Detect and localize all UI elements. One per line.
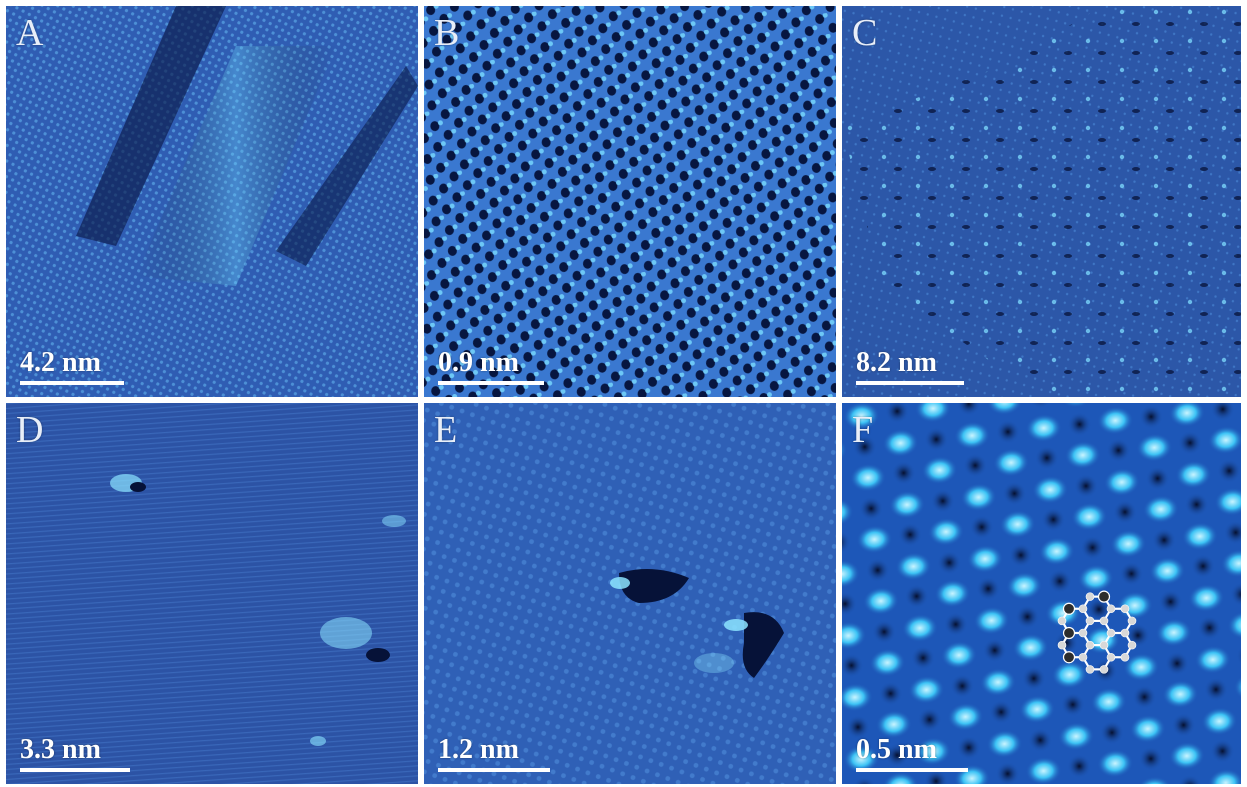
panel-e-image	[424, 403, 836, 784]
molecule-atom	[1120, 652, 1130, 662]
panel-e: E 1.2 nm	[424, 403, 836, 784]
panel-b-image	[424, 6, 836, 397]
panel-d: D 3.3 nm	[6, 403, 418, 784]
molecule-atom	[1085, 616, 1095, 626]
panel-d-scalebar: 3.3 nm	[20, 736, 130, 772]
molecule-dopant-atom	[1097, 590, 1111, 603]
panel-c: C 8.2 nm	[842, 6, 1241, 397]
panel-c-scalebar: 8.2 nm	[856, 349, 964, 385]
panel-d-image	[6, 403, 418, 784]
panel-f-label: F	[852, 409, 874, 451]
molecule-atom	[1099, 640, 1109, 650]
molecule-atom	[1099, 665, 1109, 674]
panel-c-scale-text: 8.2 nm	[856, 347, 937, 378]
molecule-atom	[1127, 640, 1137, 650]
molecule-atom	[1078, 652, 1088, 662]
panel-a-scale-line	[20, 381, 124, 385]
molecule-atom	[1057, 640, 1067, 650]
panel-d-scale-line	[20, 768, 130, 772]
panel-a: A 4.2 nm	[6, 6, 418, 397]
panel-e-label: E	[434, 409, 458, 451]
panel-e-scale-text: 1.2 nm	[438, 734, 519, 765]
panel-f-scale-text: 0.5 nm	[856, 734, 937, 765]
molecule-atom	[1057, 616, 1067, 626]
panel-e-scale-line	[438, 768, 550, 772]
panel-f-scale-line	[856, 768, 968, 772]
molecule-atom	[1078, 628, 1088, 638]
molecule-atom	[1085, 665, 1095, 674]
panel-a-image	[6, 6, 418, 397]
molecule-atom	[1120, 604, 1130, 614]
panel-d-scale-text: 3.3 nm	[20, 734, 101, 765]
panel-b-scale-line	[438, 381, 544, 385]
panel-a-scale-text: 4.2 nm	[20, 347, 101, 378]
panel-e-scalebar: 1.2 nm	[438, 736, 550, 772]
panel-f-scalebar: 0.5 nm	[856, 736, 968, 772]
dopant-molecule-model	[1057, 590, 1137, 674]
molecule-atom	[1127, 616, 1137, 626]
molecule-atom	[1106, 652, 1116, 662]
panel-b-scale-text: 0.9 nm	[438, 347, 519, 378]
molecule-dopant-atom	[1062, 651, 1076, 664]
molecule-atom	[1099, 616, 1109, 626]
panel-a-label: A	[16, 12, 44, 54]
molecule-atom	[1106, 604, 1116, 614]
molecule-atom	[1085, 592, 1095, 601]
panel-f: F 0.5 nm	[842, 403, 1241, 784]
molecule-atom	[1106, 628, 1116, 638]
molecule-atom	[1120, 628, 1130, 638]
panel-c-image	[842, 6, 1241, 397]
panel-c-label: C	[852, 12, 878, 54]
molecule-dopant-atom	[1062, 626, 1076, 640]
molecule-atom	[1078, 604, 1088, 614]
panel-b: B 0.9 nm	[424, 6, 836, 397]
panel-c-scale-line	[856, 381, 964, 385]
panel-f-image	[842, 403, 1241, 784]
panel-b-label: B	[434, 12, 460, 54]
panel-b-scalebar: 0.9 nm	[438, 349, 544, 385]
molecule-dopant-atom	[1062, 602, 1076, 615]
panel-d-label: D	[16, 409, 44, 451]
molecule-atom	[1085, 640, 1095, 650]
panel-a-scalebar: 4.2 nm	[20, 349, 124, 385]
